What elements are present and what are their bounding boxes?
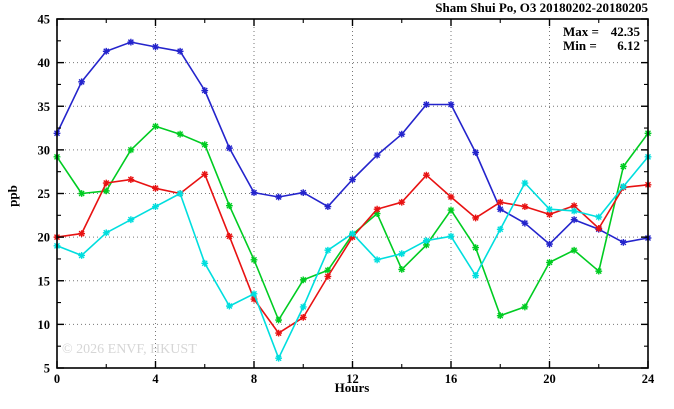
x-tick-label: 0 (54, 372, 60, 386)
series-layer (53, 38, 652, 362)
y-tick-label: 10 (38, 318, 51, 332)
x-tick-label: 20 (543, 372, 556, 386)
x-tick-label: 16 (445, 372, 458, 386)
watermark: © 2026 ENVF, HKUST (62, 342, 197, 357)
y-tick-label: 20 (38, 231, 51, 245)
x-tick-label: 8 (251, 372, 257, 386)
y-tick-label: 5 (44, 362, 50, 376)
axis-layer: 0 4 8 12 16 20 24 5 10 15 20 25 30 35 40 45 (38, 13, 656, 387)
y-tick-label: 15 (38, 274, 51, 288)
x-tick-label: 24 (642, 372, 655, 386)
max-annotation-label: Max = (563, 24, 599, 39)
x-tick-label: 12 (346, 372, 359, 386)
y-tick-label: 40 (38, 56, 51, 70)
chart-title: Sham Shui Po, O3 20180202-20180205 (435, 0, 648, 15)
x-axis-label: Hours (335, 380, 370, 395)
y-tick-label: 35 (38, 100, 51, 114)
min-annotation-label: Min = (563, 38, 597, 53)
max-annotation-value: 42.35 (611, 24, 641, 39)
y-tick-label: 45 (38, 13, 51, 27)
y-tick-label: 25 (38, 187, 51, 201)
y-tick-label: 30 (38, 143, 51, 157)
x-tick-label: 4 (152, 372, 159, 386)
y-axis-label: ppb (5, 185, 20, 207)
grid-layer (57, 19, 648, 368)
series-red-line (56, 173, 649, 334)
min-annotation-value: 6.12 (617, 38, 640, 53)
